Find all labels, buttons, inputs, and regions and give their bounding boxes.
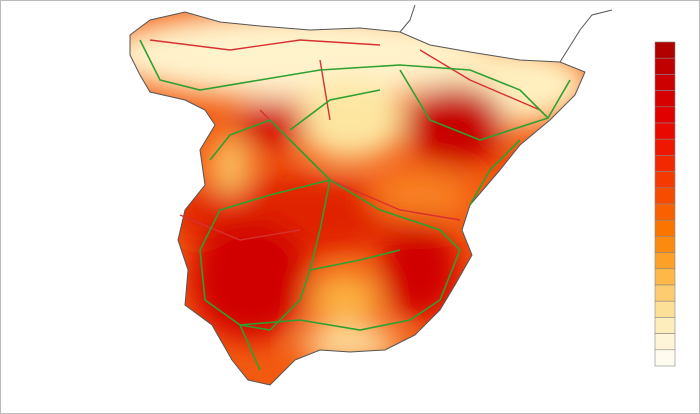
scale-swatch (654, 300, 676, 318)
scale-swatch (654, 138, 676, 156)
scale-swatch (654, 155, 676, 172)
scale-swatch (654, 219, 676, 237)
scale-swatch (654, 74, 676, 91)
color-scale (654, 41, 676, 367)
scale-swatch (654, 203, 676, 221)
scale-swatch (654, 268, 676, 286)
scale-swatch (654, 349, 676, 367)
coastline (129, 11, 586, 386)
scale-swatch (654, 106, 676, 124)
scale-swatch (654, 317, 676, 334)
scale-swatch (654, 122, 676, 140)
green-network (139, 39, 571, 371)
scale-swatch (654, 57, 676, 75)
border (399, 4, 613, 63)
scale-swatch (654, 187, 676, 205)
scale-swatch (654, 171, 676, 189)
scale-swatch (654, 252, 676, 270)
scale-swatch (654, 284, 676, 302)
scale-swatch (654, 333, 676, 351)
scale-swatch (654, 90, 676, 108)
scale-swatch (654, 236, 676, 253)
scale-swatch (654, 41, 676, 59)
